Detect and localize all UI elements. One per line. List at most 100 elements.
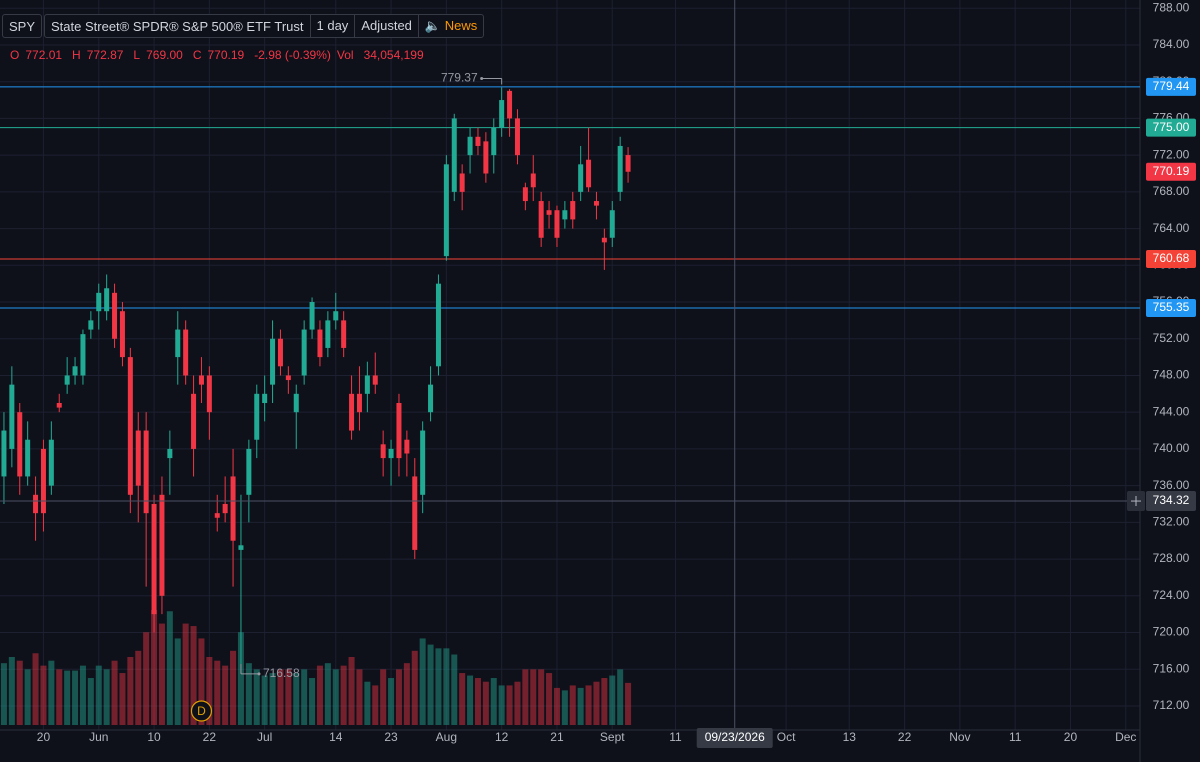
header: SPY State Street® SPDR® S&P 500® ETF Tru… bbox=[2, 14, 485, 38]
y-tick-label: 764.00 bbox=[1153, 221, 1190, 235]
candle-body bbox=[530, 173, 536, 188]
volume-bar bbox=[301, 669, 308, 725]
volume-bar bbox=[348, 656, 355, 725]
adjustment[interactable]: Adjusted bbox=[354, 15, 418, 37]
volume-bar bbox=[411, 650, 418, 725]
candle-body bbox=[507, 90, 513, 119]
crosshair-date-bg bbox=[696, 728, 773, 748]
candle-body bbox=[230, 476, 236, 541]
candle-body bbox=[40, 448, 46, 514]
info-box: State Street® SPDR® S&P 500® ETF Trust 1… bbox=[44, 14, 485, 38]
volume-bar bbox=[111, 660, 118, 725]
x-tick-label: 23 bbox=[384, 730, 398, 744]
legend-item: H bbox=[72, 48, 81, 62]
candle-body bbox=[88, 320, 94, 330]
candle-body bbox=[301, 329, 307, 376]
candle-body bbox=[364, 375, 370, 394]
candle-body bbox=[341, 320, 347, 348]
candle-body bbox=[467, 136, 473, 156]
candle-body bbox=[246, 448, 252, 495]
candle-body bbox=[459, 173, 465, 192]
candle-body bbox=[112, 292, 118, 339]
candle-body bbox=[104, 288, 110, 312]
price-label: 760.68 bbox=[1153, 251, 1190, 265]
candle-body bbox=[309, 302, 315, 330]
candle-body bbox=[372, 375, 378, 385]
news-label[interactable]: News bbox=[444, 18, 478, 33]
candle-body bbox=[538, 201, 544, 238]
x-tick-label: 11 bbox=[1009, 730, 1022, 744]
y-tick-label: 716.00 bbox=[1153, 661, 1190, 675]
symbol[interactable]: SPY bbox=[9, 18, 36, 34]
x-tick-label: Aug bbox=[436, 730, 457, 744]
volume-bar bbox=[514, 681, 521, 725]
candle-body bbox=[491, 127, 497, 156]
y-tick-label: 740.00 bbox=[1153, 441, 1190, 455]
candle-body bbox=[333, 311, 339, 321]
candle-body bbox=[80, 334, 86, 376]
volume-bar bbox=[16, 660, 23, 725]
legend-item: 769.00 bbox=[146, 48, 183, 62]
candle-body bbox=[254, 393, 260, 440]
candle-body bbox=[349, 393, 355, 431]
volume-bar bbox=[79, 665, 86, 725]
candle-body bbox=[143, 430, 149, 514]
legend-item: Vol bbox=[336, 48, 354, 62]
candle-body bbox=[17, 412, 23, 477]
dividend-label: D bbox=[197, 704, 206, 718]
volume-bar bbox=[419, 638, 426, 725]
candle-body bbox=[420, 430, 426, 495]
candle-body bbox=[214, 513, 220, 518]
volume-bar bbox=[0, 663, 7, 725]
volume-bar bbox=[95, 665, 102, 725]
y-tick-label: 752.00 bbox=[1153, 331, 1190, 345]
candle-body bbox=[404, 439, 410, 454]
y-tick-label: 736.00 bbox=[1153, 478, 1190, 492]
legend-item: -2.98 (-0.39%) bbox=[254, 48, 331, 62]
volume-bar bbox=[237, 632, 244, 725]
volume-bar bbox=[585, 685, 592, 725]
volume-bar bbox=[40, 665, 47, 725]
ohlc-legend: O 772.01 H 772.87 L 769.00 C 770.19 -2.98 (-0.39… bbox=[10, 48, 424, 62]
candle-body bbox=[198, 375, 204, 385]
volume-bar bbox=[24, 669, 31, 725]
price-label: 775.00 bbox=[1153, 120, 1190, 134]
volume-bar bbox=[182, 623, 189, 725]
price-label: 755.35 bbox=[1153, 300, 1190, 314]
y-tick-label: 788.00 bbox=[1153, 0, 1190, 14]
volume-bar bbox=[332, 669, 339, 725]
candle-body bbox=[625, 155, 631, 172]
x-tick-label: Nov bbox=[949, 730, 970, 744]
volume-bar bbox=[143, 632, 150, 725]
candle-body bbox=[593, 201, 599, 206]
volume-bar bbox=[451, 654, 458, 725]
legend-item: 772.01 bbox=[25, 48, 63, 62]
volume-bar bbox=[482, 681, 489, 725]
volume-bar bbox=[151, 610, 158, 725]
symbol-box[interactable]: SPY bbox=[2, 14, 43, 38]
candle-body bbox=[522, 187, 528, 202]
y-tick-label: 728.00 bbox=[1153, 551, 1190, 565]
instrument-name[interactable]: State Street® SPDR® S&P 500® ETF Trust bbox=[51, 18, 304, 34]
candle-body bbox=[514, 118, 520, 156]
volume-bar bbox=[601, 678, 608, 725]
interval[interactable]: 1 day bbox=[309, 15, 355, 37]
volume-bar bbox=[356, 669, 363, 725]
low-label: 716.58 bbox=[263, 666, 300, 680]
y-tick-label: 720.00 bbox=[1153, 625, 1190, 639]
volume-bar bbox=[467, 675, 474, 725]
candle-body bbox=[325, 320, 331, 348]
candle-body bbox=[617, 145, 623, 192]
price-label-bg bbox=[1146, 118, 1196, 137]
volume-bar bbox=[324, 663, 331, 725]
volume-bar bbox=[158, 623, 165, 725]
candle-body bbox=[435, 283, 441, 367]
volume-bar bbox=[340, 665, 347, 725]
news[interactable]: 🔈 News bbox=[417, 15, 483, 37]
volume-bar bbox=[285, 669, 292, 725]
volume-bar bbox=[569, 685, 576, 725]
volume-bar bbox=[443, 648, 450, 725]
volume-bar bbox=[135, 650, 142, 725]
volume-bar bbox=[32, 653, 39, 725]
candle-body bbox=[586, 159, 592, 188]
